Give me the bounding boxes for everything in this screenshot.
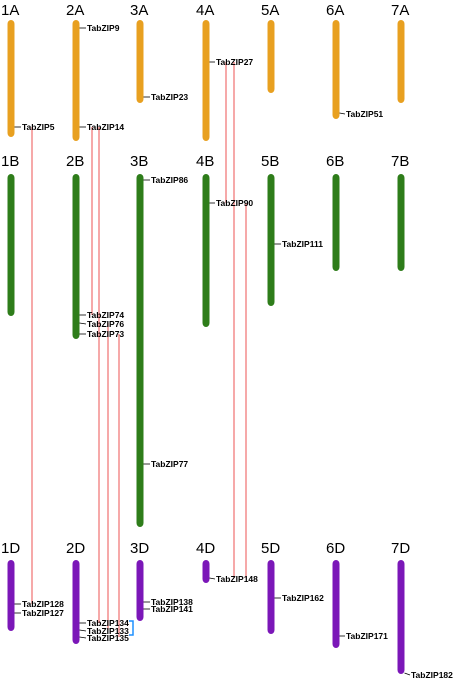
chromosome-2B (72, 174, 80, 339)
gene-label: TabZIP90 (216, 198, 253, 208)
chromosome-label-4D: 4D (196, 540, 215, 557)
gene-tick (339, 112, 346, 115)
chromosome-label-5A: 5A (261, 2, 279, 19)
chromosome-label-1A: 1A (1, 2, 19, 19)
chromosome-label-5D: 5D (261, 540, 280, 557)
chromosome-label-6A: 6A (326, 2, 344, 19)
gene-label: TabZIP182 (411, 670, 453, 680)
chromosome-7D (397, 560, 405, 674)
gene-label: TabZIP127 (22, 608, 64, 618)
chromosome-3D (136, 560, 144, 621)
chromosome-7B (397, 174, 405, 271)
chromosome-label-4A: 4A (196, 2, 214, 19)
gene-label: TabZIP141 (151, 604, 193, 614)
chromosome-label-2A: 2A (66, 2, 84, 19)
chromosome-label-6D: 6D (326, 540, 345, 557)
gene-tick (404, 672, 411, 676)
chromosome-label-6B: 6B (326, 153, 344, 170)
gene-label: TabZIP162 (282, 593, 324, 603)
gene-label: TabZIP135 (87, 633, 129, 643)
chromosome-6A (332, 20, 340, 119)
synteny-links (31, 62, 247, 637)
chromosome-label-3D: 3D (130, 540, 149, 557)
chromosome-label-4B: 4B (196, 153, 214, 170)
chromosome-label-3A: 3A (130, 2, 148, 19)
chromosome-2A (72, 20, 80, 141)
chromosome-4D (202, 560, 210, 583)
gene-label: TabZIP14 (87, 122, 124, 132)
gene-label: TabZIP76 (87, 319, 124, 329)
tandem-bracket (129, 620, 134, 636)
gene-tick (209, 577, 216, 580)
gene-label: TabZIP27 (216, 57, 253, 67)
chromosome-label-5B: 5B (261, 153, 279, 170)
chromosome-label-1B: 1B (1, 153, 19, 170)
chromosome-3A (136, 20, 144, 103)
chromosome-6B (332, 174, 340, 271)
gene-label: TabZIP51 (346, 109, 383, 119)
gene-label: TabZIP86 (151, 175, 188, 185)
gene-tick (79, 636, 87, 639)
chromosome-4A (202, 20, 210, 141)
gene-label: TabZIP138 (151, 597, 193, 607)
gene-label: TabZIP74 (87, 310, 124, 320)
gene-label: TabZIP171 (346, 631, 388, 641)
chromosome-1B (7, 174, 15, 316)
chromosome-7A (397, 20, 405, 103)
gene-label: TabZIP77 (151, 459, 188, 469)
chromosome-6D (332, 560, 340, 648)
chromosome-5B (267, 174, 275, 306)
chromosome-label-7B: 7B (391, 153, 409, 170)
chromosome-label-7A: 7A (391, 2, 409, 19)
gene-label: TabZIP5 (22, 122, 55, 132)
gene-tick (79, 322, 87, 325)
chromosome-5D (267, 560, 275, 634)
chromosome-1D (7, 560, 15, 631)
chromosome-label-3B: 3B (130, 153, 148, 170)
chromosome-label-7D: 7D (391, 540, 410, 557)
chromosome-2D (72, 560, 80, 644)
gene-label: TabZIP23 (151, 92, 188, 102)
chromosome-label-1D: 1D (1, 540, 20, 557)
gene-label: TabZIP9 (87, 23, 120, 33)
chromosome-label-2D: 2D (66, 540, 85, 557)
chromosome-3B (136, 174, 144, 527)
gene-label: TabZIP73 (87, 329, 124, 339)
chromosomes: 1A 2A 3A 4A 5A 6A 7A 1B 2B 3B 4B 5B 6B 7B 1D 2D 3D 4D 5D 6D… (1, 2, 410, 674)
gene-label: TabZIP128 (22, 599, 64, 609)
chromosome-label-2B: 2B (66, 153, 84, 170)
chromosome-1A (7, 20, 15, 137)
gene-markers: TabZIP9 TabZIP23 TabZIP27 TabZIP51 TabZIP5 Ta… (14, 23, 453, 680)
gene-label: TabZIP134 (87, 618, 129, 628)
gene-label: TabZIP111 (282, 239, 323, 249)
gene-label: TabZIP133 (87, 626, 129, 636)
chromosome-4B (202, 174, 210, 327)
gene-label: TabZIP148 (216, 574, 258, 584)
chromosome-5A (267, 20, 275, 93)
gene-tick (79, 629, 87, 632)
